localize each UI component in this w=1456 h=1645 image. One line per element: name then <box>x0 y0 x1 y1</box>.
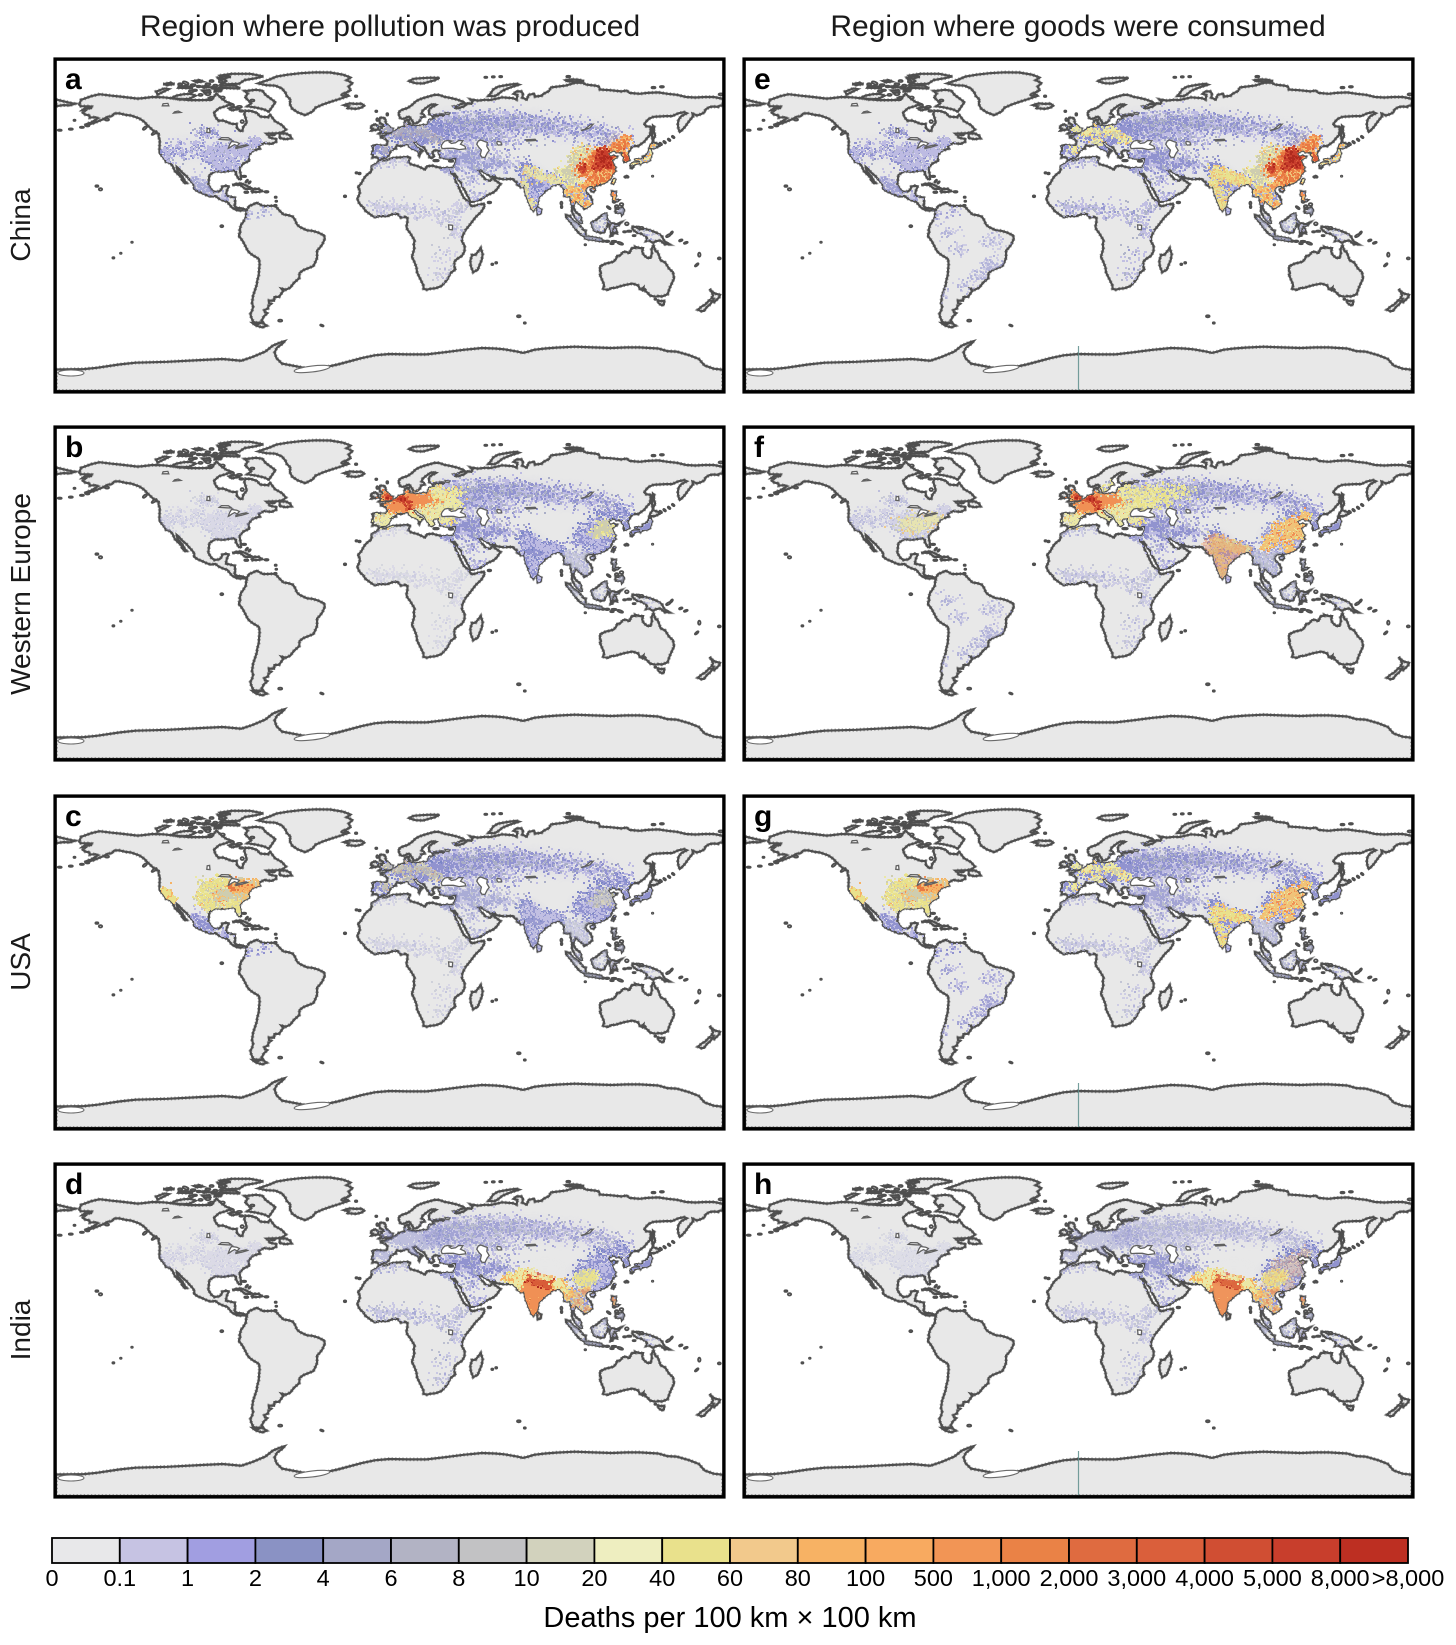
svg-text:40: 40 <box>649 1565 675 1591</box>
svg-text:a: a <box>65 63 82 96</box>
svg-text:10: 10 <box>514 1565 540 1591</box>
svg-text:f: f <box>754 431 765 464</box>
svg-text:5,000: 5,000 <box>1243 1565 1302 1591</box>
svg-text:0.1: 0.1 <box>103 1565 136 1591</box>
svg-text:4: 4 <box>317 1565 330 1591</box>
svg-text:Region where goods were consum: Region where goods were consumed <box>830 10 1325 43</box>
svg-text:500: 500 <box>914 1565 953 1591</box>
svg-text:1,000: 1,000 <box>972 1565 1031 1591</box>
svg-text:h: h <box>754 1168 772 1201</box>
svg-text:India: India <box>5 1299 36 1360</box>
svg-text:20: 20 <box>581 1565 607 1591</box>
svg-text:8: 8 <box>452 1565 465 1591</box>
svg-text:China: China <box>5 188 36 262</box>
svg-text:3,000: 3,000 <box>1107 1565 1166 1591</box>
svg-text:Region where pollution was pro: Region where pollution was produced <box>140 10 640 43</box>
svg-text:8,000: 8,000 <box>1311 1565 1370 1591</box>
svg-text:b: b <box>65 431 83 464</box>
svg-text:d: d <box>65 1168 83 1201</box>
svg-text:g: g <box>754 800 772 833</box>
svg-text:Deaths per 100 km × 100 km: Deaths per 100 km × 100 km <box>543 1602 916 1634</box>
svg-text:1: 1 <box>181 1565 194 1591</box>
svg-text:2: 2 <box>249 1565 262 1591</box>
svg-text:4,000: 4,000 <box>1175 1565 1234 1591</box>
svg-text:2,000: 2,000 <box>1040 1565 1099 1591</box>
svg-text:100: 100 <box>846 1565 885 1591</box>
svg-text:60: 60 <box>717 1565 743 1591</box>
svg-text:Western Europe: Western Europe <box>5 493 36 695</box>
svg-text:e: e <box>754 63 771 96</box>
svg-text:USA: USA <box>5 933 36 991</box>
svg-text:6: 6 <box>384 1565 397 1591</box>
svg-text:c: c <box>65 800 82 833</box>
svg-text:>8,000: >8,000 <box>1372 1565 1445 1591</box>
svg-text:80: 80 <box>785 1565 811 1591</box>
svg-text:0: 0 <box>45 1565 58 1591</box>
